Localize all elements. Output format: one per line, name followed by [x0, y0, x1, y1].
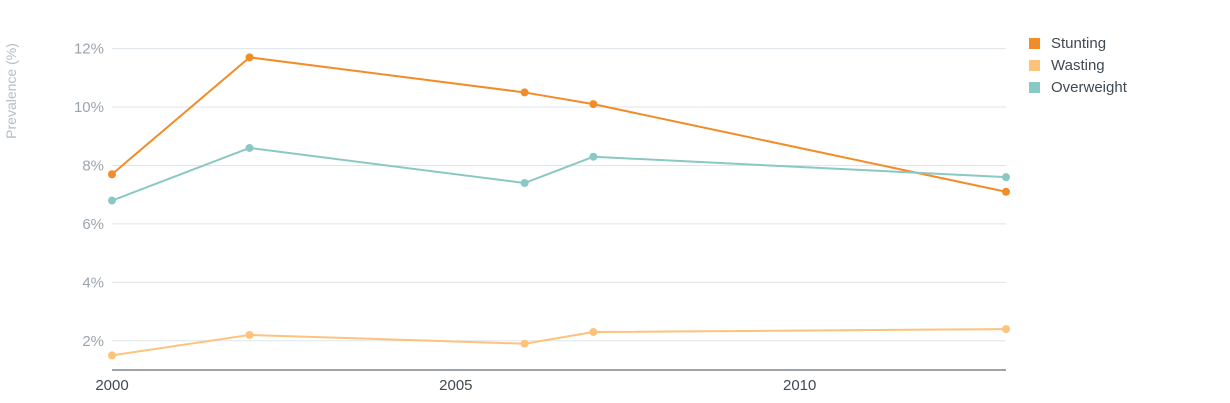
legend: Stunting Wasting Overweight — [1029, 35, 1128, 96]
series-stunting — [108, 53, 1010, 196]
data-point[interactable] — [520, 88, 529, 97]
y-tick-label: 6% — [82, 216, 104, 233]
data-point[interactable] — [520, 339, 529, 348]
legend-swatch — [1029, 82, 1040, 93]
y-tick-label: 8% — [82, 157, 104, 174]
data-point[interactable] — [520, 179, 529, 188]
data-point[interactable] — [245, 53, 254, 62]
x-tick-label: 2005 — [439, 377, 472, 394]
gridlines — [112, 48, 1006, 342]
data-point[interactable] — [245, 330, 254, 339]
series-line — [111, 146, 1007, 202]
series-overweight — [108, 143, 1010, 205]
x-axis-ticks: 2000 2005 2010 — [95, 377, 816, 394]
data-point[interactable] — [589, 100, 598, 109]
data-point[interactable] — [1002, 187, 1010, 196]
series-line — [111, 56, 1007, 193]
legend-label: Wasting — [1051, 57, 1105, 74]
y-tick-label: 12% — [74, 41, 104, 58]
y-axis-label: Prevalence (%) — [3, 43, 19, 139]
data-point[interactable] — [589, 152, 598, 161]
y-tick-label: 10% — [74, 99, 104, 116]
data-point[interactable] — [589, 328, 598, 337]
data-point[interactable] — [245, 143, 254, 152]
series-wasting — [108, 325, 1010, 360]
y-tick-label: 2% — [82, 333, 104, 350]
series-lines — [108, 53, 1010, 360]
data-point[interactable] — [1002, 173, 1010, 182]
legend-label: Overweight — [1051, 79, 1128, 96]
data-point[interactable] — [108, 170, 116, 179]
data-point[interactable] — [108, 351, 116, 360]
legend-item[interactable]: Overweight — [1029, 79, 1128, 96]
data-point[interactable] — [108, 196, 116, 205]
x-tick-label: 2000 — [95, 377, 128, 394]
legend-item[interactable]: Stunting — [1029, 35, 1106, 52]
y-tick-label: 4% — [82, 274, 104, 291]
x-tick-label: 2010 — [783, 377, 816, 394]
legend-swatch — [1029, 38, 1040, 49]
legend-swatch — [1029, 60, 1040, 71]
legend-item[interactable]: Wasting — [1029, 57, 1105, 74]
y-axis-ticks: 2% 4% 6% 8% 10% 12% — [74, 41, 104, 350]
legend-label: Stunting — [1051, 35, 1106, 52]
data-point[interactable] — [1002, 325, 1010, 334]
